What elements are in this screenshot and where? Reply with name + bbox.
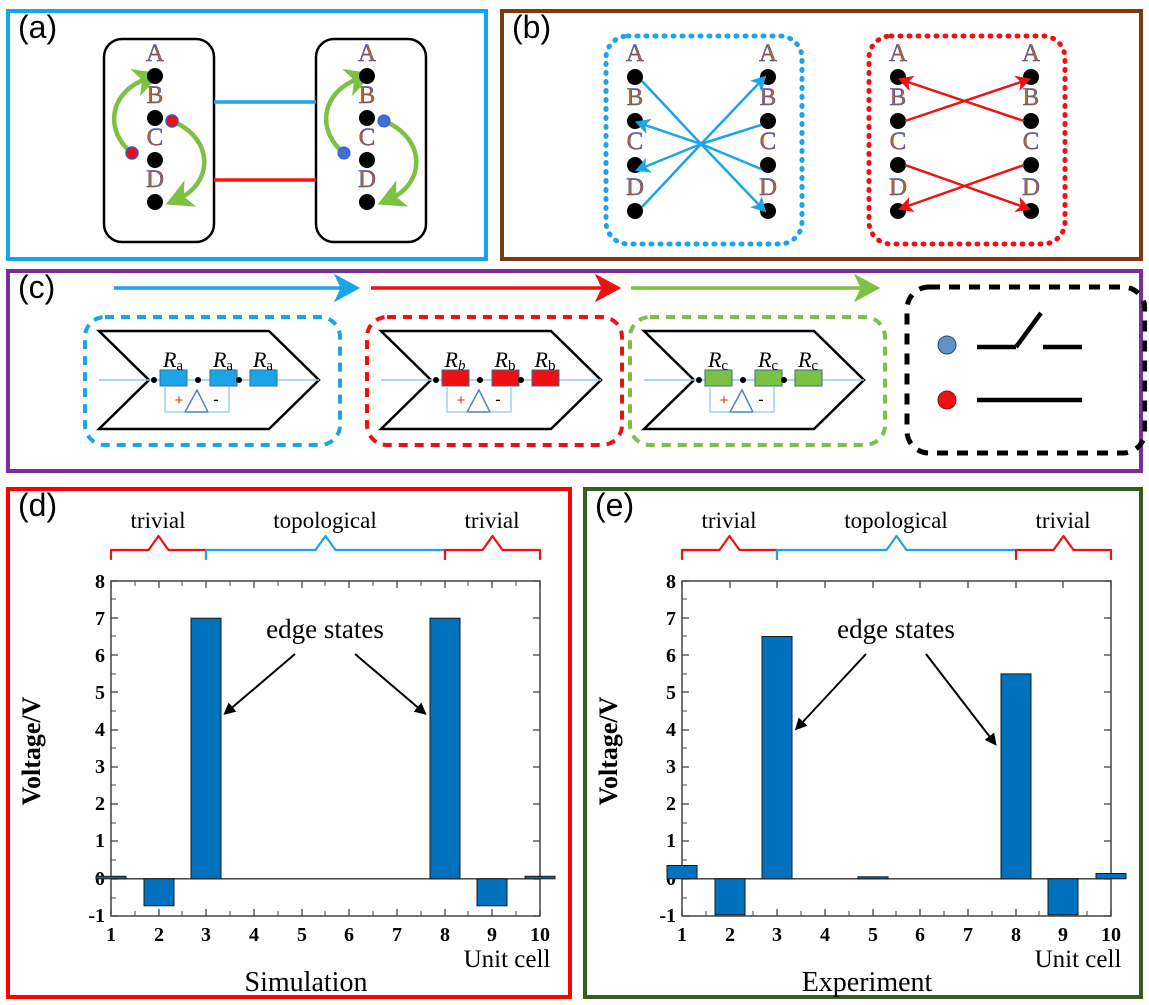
svg-text:7: 7 [392,924,402,946]
svg-text:C: C [359,124,376,151]
svg-text:5: 5 [95,682,105,704]
svg-text:D: D [889,174,907,201]
svg-text:1: 1 [106,924,116,946]
svg-text:6: 6 [95,645,105,667]
svg-text:Voltage/V: Voltage/V [17,696,46,805]
svg-text:6: 6 [666,645,676,667]
svg-text:Rc: Rc [797,347,818,374]
svg-text:trivial: trivial [465,508,520,533]
svg-text:5: 5 [868,924,878,946]
svg-text:3: 3 [772,924,782,946]
svg-text:Ra: Ra [212,347,233,374]
svg-text:4: 4 [820,924,830,946]
svg-text:Rb: Rb [534,347,556,374]
svg-text:+: + [175,392,184,409]
svg-text:Unit cell: Unit cell [464,946,551,973]
svg-text:D: D [759,174,777,201]
svg-text:Rb: Rb [444,347,466,374]
svg-text:6: 6 [344,924,354,946]
svg-text:2: 2 [725,924,735,946]
svg-text:3: 3 [201,924,211,946]
svg-text:1: 1 [677,924,687,946]
svg-text:edge states: edge states [837,614,955,644]
svg-text:8: 8 [95,571,105,593]
svg-text:Ra: Ra [252,347,273,374]
svg-text:8: 8 [666,571,676,593]
svg-text:8: 8 [1011,924,1021,946]
svg-text:5: 5 [666,682,676,704]
svg-text:B: B [760,84,777,111]
svg-text:7: 7 [95,608,105,630]
svg-text:9: 9 [1058,924,1068,946]
svg-text:5: 5 [297,924,307,946]
svg-text:trivial: trivial [131,508,186,533]
svg-text:+: + [457,392,466,409]
svg-text:Ra: Ra [162,347,183,374]
svg-text:8: 8 [440,924,450,946]
svg-text:2: 2 [154,924,164,946]
svg-text:1: 1 [666,830,676,852]
svg-text:Rb: Rb [494,347,516,374]
svg-text:2: 2 [95,793,105,815]
svg-text:C: C [1023,128,1040,155]
svg-text:edge states: edge states [266,614,384,644]
svg-text:-: - [213,390,219,409]
svg-text:Unit cell: Unit cell [1035,946,1122,973]
svg-text:trivial: trivial [702,508,757,533]
svg-text:B: B [359,82,376,109]
svg-text:topological: topological [844,508,947,533]
svg-text:B: B [1023,84,1040,111]
svg-text:B: B [147,82,164,109]
svg-text:C: C [627,128,644,155]
svg-text:7: 7 [666,608,676,630]
svg-text:A: A [759,40,777,67]
svg-text:Voltage/V: Voltage/V [594,696,623,805]
svg-text:D: D [146,166,164,193]
svg-text:-: - [758,390,764,409]
svg-text:A: A [146,40,164,67]
svg-text:D: D [358,166,376,193]
svg-text:7: 7 [963,924,973,946]
svg-text:D: D [1022,174,1040,201]
svg-text:-1: -1 [659,905,676,927]
svg-text:3: 3 [95,756,105,778]
svg-text:10: 10 [1101,924,1121,946]
svg-text:B: B [627,84,644,111]
svg-text:3: 3 [666,756,676,778]
svg-text:C: C [147,124,164,151]
svg-text:10: 10 [530,924,550,946]
svg-text:1: 1 [95,830,105,852]
svg-text:Simulation: Simulation [245,967,368,998]
svg-text:Experiment: Experiment [802,967,933,998]
svg-text:9: 9 [487,924,497,946]
svg-text:A: A [1022,40,1040,67]
svg-text:+: + [720,392,729,409]
svg-text:A: A [358,40,376,67]
svg-text:trivial: trivial [1036,508,1091,533]
svg-text:D: D [626,174,644,201]
svg-text:A: A [626,40,644,67]
svg-text:6: 6 [915,924,925,946]
svg-text:Rc: Rc [757,347,778,374]
svg-text:2: 2 [666,793,676,815]
svg-text:Rc: Rc [707,347,728,374]
svg-text:4: 4 [666,719,676,741]
svg-text:A: A [889,40,907,67]
svg-text:topological: topological [273,508,376,533]
svg-text:-: - [495,390,501,409]
svg-text:-1: -1 [88,905,105,927]
svg-text:C: C [760,128,777,155]
svg-text:C: C [890,128,907,155]
svg-text:B: B [890,84,907,111]
svg-text:4: 4 [249,924,259,946]
svg-text:4: 4 [95,719,105,741]
